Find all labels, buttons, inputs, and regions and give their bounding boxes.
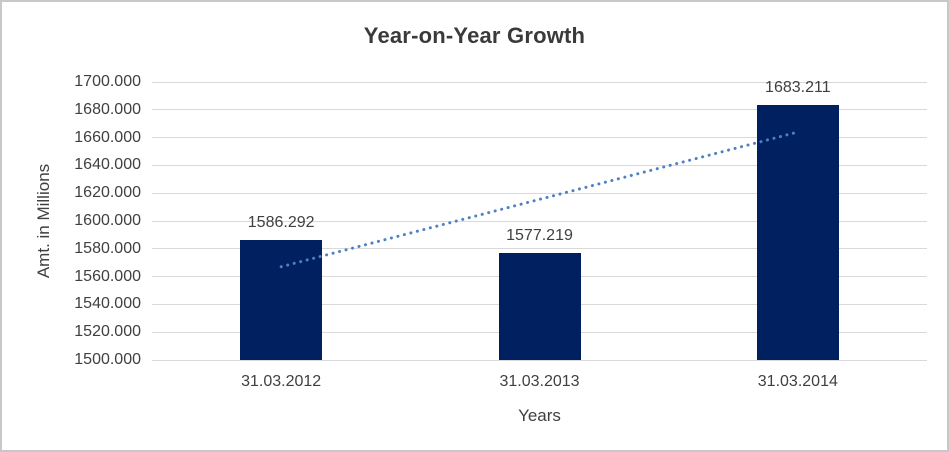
bar (756, 105, 839, 360)
x-axis-title: Years (518, 406, 561, 425)
y-gridline (152, 109, 927, 111)
bar (498, 252, 581, 360)
y-tick-label: 1520.000 (74, 323, 141, 341)
bar-value-label: 1577.219 (506, 226, 573, 244)
y-tick-label: 1620.000 (74, 184, 141, 202)
y-tick-label: 1560.000 (74, 267, 141, 285)
y-tick-label: 1540.000 (74, 295, 141, 313)
y-gridline (152, 81, 927, 83)
y-tick-label: 1600.000 (74, 212, 141, 229)
trendline-svg (279, 130, 800, 269)
y-axis-tick-labels: 1700.000 1680.000 1660.000 1640.000 1620.000… (2, 73, 141, 368)
y-gridline (152, 359, 927, 361)
plot-area: 1586.292 31.03.2012 1577.219 31.03.2013 1683… (152, 79, 927, 390)
y-tick-label: 1500.000 (74, 351, 141, 368)
y-gridline (152, 220, 927, 222)
bar-value-label: 1586.292 (247, 214, 315, 232)
x-tick-label: 31.03.2012 (241, 373, 322, 390)
y-tick-label: 1580.000 (74, 239, 141, 257)
x-tick-label: 31.03.2014 (757, 373, 838, 390)
y-tick-label: 1640.000 (74, 156, 141, 174)
y-tick-label: 1680.000 (74, 100, 141, 118)
y-gridline (152, 192, 927, 194)
y-gridline (152, 137, 927, 139)
x-tick-label: 31.03.2013 (499, 373, 580, 390)
trendline (279, 130, 800, 269)
bar-value-label: 1683.211 (765, 79, 831, 97)
y-tick-label: 1700.000 (74, 73, 141, 90)
y-tick-label: 1660.000 (74, 128, 141, 146)
y-gridline (152, 164, 927, 166)
y-gridline (152, 248, 927, 250)
chart-title: Year-on-Year Growth (363, 23, 586, 48)
